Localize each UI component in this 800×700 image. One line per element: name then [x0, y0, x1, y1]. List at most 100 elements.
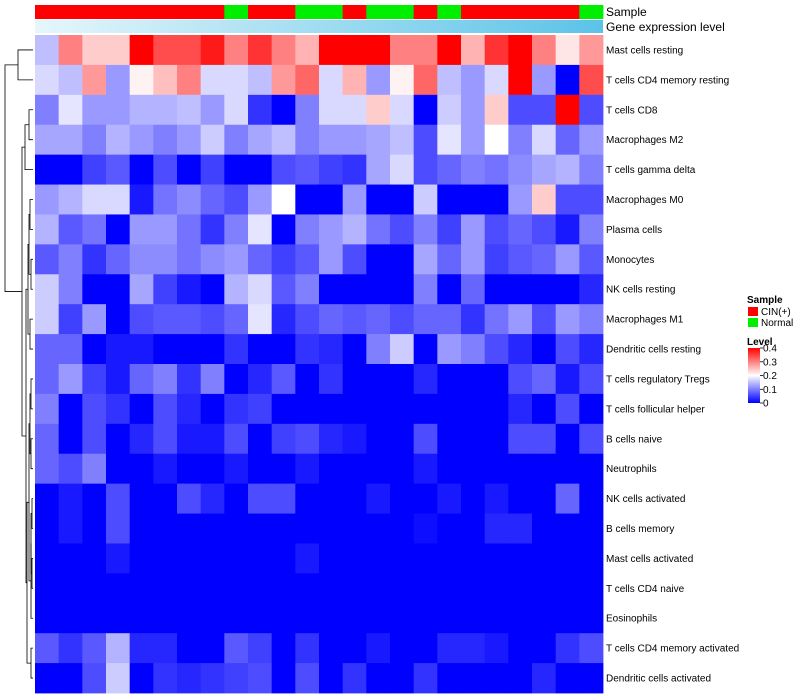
- heatmap-cell: [461, 154, 486, 185]
- heatmap-cell: [129, 453, 154, 485]
- row-label: Mast cells resting: [606, 46, 683, 57]
- heatmap-cell: [437, 274, 462, 305]
- heatmap-cell: [342, 633, 367, 664]
- heatmap-cell: [248, 483, 273, 514]
- heatmap-cell: [366, 94, 391, 126]
- heatmap-cell: [271, 124, 296, 156]
- heatmap-cell: [177, 94, 202, 126]
- heatmap-cell: [366, 573, 391, 604]
- heatmap-cell: [295, 304, 320, 335]
- heatmap-cell: [153, 184, 178, 215]
- heatmap-cell: [153, 603, 178, 634]
- heatmap-cell: [484, 274, 509, 305]
- heatmap-cell: [58, 274, 83, 305]
- heatmap-cell: [555, 513, 580, 544]
- heatmap-cell: [177, 154, 202, 185]
- row-label: Dendritic cells activated: [606, 674, 711, 685]
- sample-annotation-cell: [177, 5, 202, 19]
- heatmap-cell: [129, 304, 154, 335]
- heatmap-cell: [532, 603, 557, 634]
- row-label: NK cells resting: [606, 285, 675, 296]
- heatmap-cell: [82, 184, 107, 215]
- heatmap-cell: [461, 453, 486, 485]
- heatmap-cell: [35, 154, 60, 185]
- heatmap-cell: [461, 513, 486, 544]
- heatmap-cells: [35, 35, 604, 694]
- row-label: NK cells activated: [606, 494, 685, 505]
- heatmap-cell: [413, 364, 438, 395]
- heatmap-cell: [390, 543, 415, 574]
- track-label-expression: Gene expression level: [606, 20, 725, 34]
- heatmap-cell: [319, 334, 344, 365]
- heatmap-cell: [129, 513, 154, 544]
- heatmap-cell: [200, 244, 225, 275]
- heatmap-cell: [35, 304, 60, 335]
- heatmap-cell: [82, 244, 107, 275]
- heatmap-cell: [271, 364, 296, 395]
- heatmap-cell: [484, 513, 509, 544]
- heatmap-cell: [532, 513, 557, 544]
- heatmap-cell: [508, 543, 533, 574]
- row-labels: Mast cells resting T cells CD4 memory res…: [606, 46, 739, 685]
- row-label: Monocytes: [606, 255, 654, 266]
- heatmap-cell: [319, 64, 344, 96]
- heatmap-cell: [437, 304, 462, 335]
- heatmap-cell: [129, 393, 154, 425]
- dendrogram-link: [17, 49, 33, 81]
- heatmap-cell: [177, 214, 202, 245]
- dendrogram-link: [30, 543, 33, 619]
- heatmap-cell: [224, 244, 249, 275]
- heatmap-cell: [390, 184, 415, 215]
- heatmap-cell: [532, 35, 557, 66]
- heatmap-cell: [129, 244, 154, 275]
- heatmap-cell: [413, 214, 438, 245]
- heatmap-cell: [437, 603, 462, 634]
- heatmap-cell: [177, 364, 202, 395]
- heatmap-cell: [271, 663, 296, 694]
- heatmap-cell: [295, 64, 320, 96]
- heatmap-cell: [555, 483, 580, 514]
- heatmap-cell: [413, 154, 438, 185]
- row-label: T cells regulatory Tregs: [606, 375, 710, 386]
- heatmap-cell: [437, 633, 462, 664]
- heatmap-cell: [366, 124, 391, 156]
- heatmap-cell: [271, 483, 296, 514]
- heatmap-cell: [319, 633, 344, 664]
- heatmap-cell: [461, 334, 486, 365]
- heatmap-cell: [508, 94, 533, 126]
- heatmap-cell: [390, 304, 415, 335]
- heatmap-cell: [224, 304, 249, 335]
- heatmap-cell: [248, 364, 273, 395]
- heatmap-cell: [248, 334, 273, 365]
- heatmap-cell: [484, 393, 509, 425]
- heatmap-cell: [484, 334, 509, 365]
- heatmap-cell: [248, 573, 273, 604]
- heatmap-cell: [579, 244, 604, 275]
- heatmap-cell: [271, 244, 296, 275]
- heatmap-cell: [295, 423, 320, 455]
- heatmap-cell: [461, 214, 486, 245]
- heatmap-cell: [271, 633, 296, 664]
- heatmap-cell: [437, 573, 462, 604]
- heatmap-cell: [200, 334, 225, 365]
- heatmap-cell: [82, 393, 107, 425]
- heatmap-cell: [106, 274, 131, 305]
- heatmap-cell: [342, 304, 367, 335]
- heatmap-cell: [390, 663, 415, 694]
- heatmap-cell: [342, 214, 367, 245]
- legend-level-tick-label: 0.3: [763, 357, 777, 368]
- heatmap-cell: [579, 214, 604, 245]
- heatmap-cell: [200, 94, 225, 126]
- row-label: Mast cells activated: [606, 554, 693, 565]
- heatmap-cell: [532, 393, 557, 425]
- heatmap-cell: [508, 573, 533, 604]
- heatmap-cell: [153, 483, 178, 514]
- heatmap-cell: [532, 483, 557, 514]
- heatmap-cell: [106, 94, 131, 126]
- heatmap-cell: [224, 334, 249, 365]
- heatmap-cell: [555, 393, 580, 425]
- heatmap-cell: [58, 64, 83, 96]
- heatmap-cell: [58, 393, 83, 425]
- row-label: Dendritic cells resting: [606, 345, 701, 356]
- heatmap-cell: [200, 633, 225, 664]
